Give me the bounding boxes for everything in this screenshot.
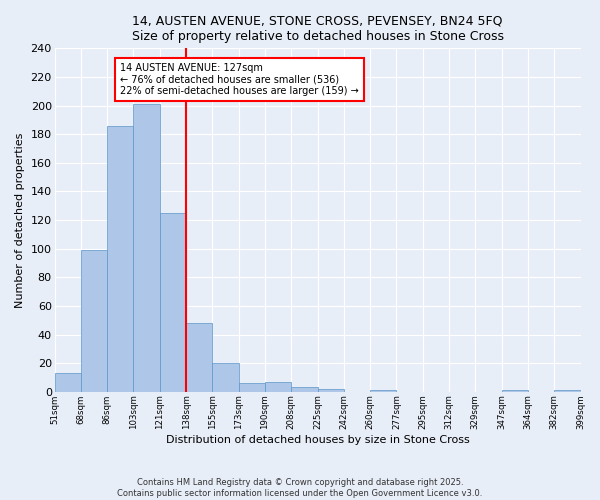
Bar [55, 373, 81, 392]
Text: 14 AUSTEN AVENUE: 127sqm
← 76% of detached houses are smaller (536)
22% of semi-: 14 AUSTEN AVENUE: 127sqm ← 76% of detach… [121, 62, 359, 96]
X-axis label: Distribution of detached houses by size in Stone Cross: Distribution of detached houses by size … [166, 435, 469, 445]
Bar [317, 389, 344, 392]
Bar [554, 390, 581, 392]
Y-axis label: Number of detached properties: Number of detached properties [15, 132, 25, 308]
Bar [265, 382, 291, 392]
Bar [212, 363, 239, 392]
Bar [107, 126, 133, 392]
Bar [239, 383, 265, 392]
Bar [186, 323, 212, 392]
Bar [133, 104, 160, 392]
Bar [370, 390, 397, 392]
Bar [81, 250, 107, 392]
Text: Contains HM Land Registry data © Crown copyright and database right 2025.
Contai: Contains HM Land Registry data © Crown c… [118, 478, 482, 498]
Bar [502, 390, 528, 392]
Title: 14, AUSTEN AVENUE, STONE CROSS, PEVENSEY, BN24 5FQ
Size of property relative to : 14, AUSTEN AVENUE, STONE CROSS, PEVENSEY… [131, 15, 503, 43]
Bar [291, 388, 317, 392]
Bar [160, 213, 186, 392]
